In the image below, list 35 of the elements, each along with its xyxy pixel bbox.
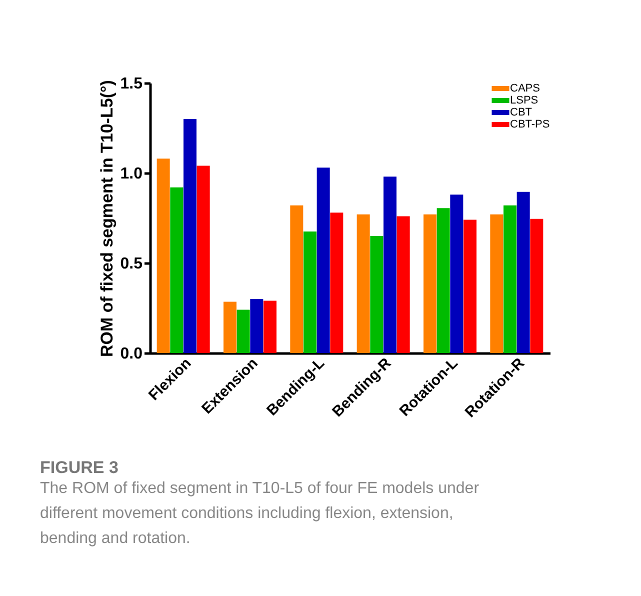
bar	[330, 212, 344, 353]
bar	[304, 232, 316, 353]
bar	[436, 208, 450, 353]
bar	[170, 187, 184, 353]
y-tick-label: 0.0	[120, 346, 143, 362]
y-axis-title: ROM of fixed segment in T10-L5(°)	[97, 80, 116, 357]
bar	[184, 119, 196, 353]
bar	[236, 310, 250, 353]
legend-label: CAPS	[510, 82, 540, 94]
legend-label: CBT-PS	[510, 118, 550, 130]
bar	[450, 194, 464, 353]
text: The ROM of fixed segment in T10-L5 of four FE models under different movement conditions including flexion, extension, bending and rotation.	[40, 480, 480, 547]
bar	[224, 302, 236, 353]
bar	[504, 205, 516, 353]
y-tick-label: 1.0	[120, 166, 143, 182]
bar	[424, 214, 436, 353]
bar	[356, 214, 370, 353]
legend-label: LSPS	[510, 94, 538, 106]
bar	[196, 166, 210, 353]
caption: FIGURE 3	[40, 458, 118, 477]
bar	[490, 214, 504, 353]
bar	[384, 176, 396, 353]
bar	[316, 168, 330, 353]
y-tick-label: 0.5	[120, 256, 143, 272]
bar	[464, 220, 476, 353]
bar	[370, 236, 384, 353]
bar	[264, 300, 276, 353]
bar	[516, 192, 530, 353]
legend-label: CBT	[510, 106, 532, 118]
bar	[156, 158, 170, 353]
bar	[396, 216, 410, 353]
bar	[530, 218, 544, 353]
bar	[290, 205, 304, 353]
bar	[250, 299, 264, 353]
y-tick-label: 1.5	[120, 76, 143, 92]
